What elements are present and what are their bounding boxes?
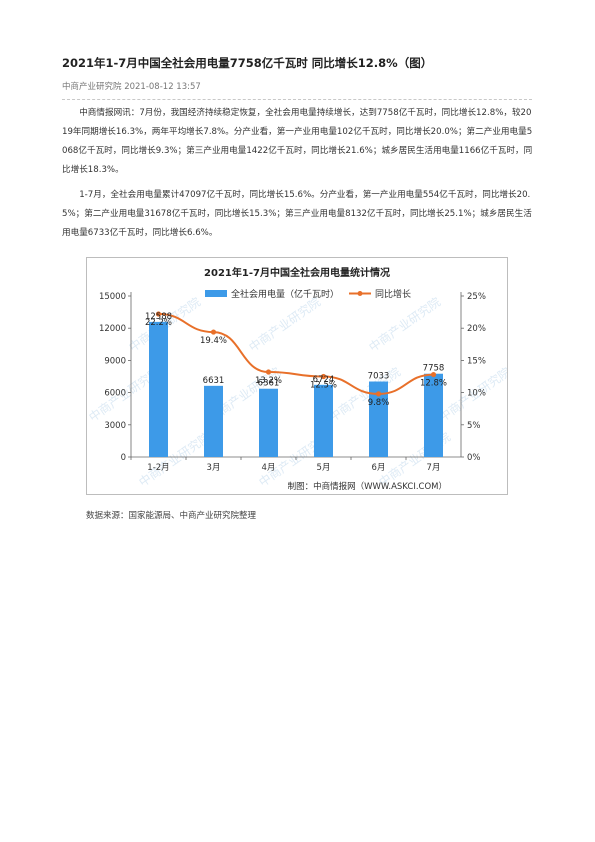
- y-tick-label-left: 12000: [99, 324, 126, 334]
- watermark-text: 中商产业研究院: [326, 364, 403, 424]
- watermark-text: 中商产业研究院: [136, 429, 213, 489]
- y-tick-label-right: 15%: [467, 356, 486, 366]
- growth-point-1: [155, 311, 162, 317]
- chart-credit: 制图：中商情报网（WWW.ASKCI.COM）: [288, 481, 447, 492]
- x-tick-label: 7月: [427, 463, 441, 473]
- bar-5: [369, 381, 388, 457]
- y-tick-label-left: 6000: [104, 389, 126, 399]
- article-paragraph-2: 1-7月，全社会用电量累计47097亿千瓦时，同比增长15.6%。分产业看，第一…: [62, 190, 532, 238]
- x-tick-label: 6月: [372, 463, 386, 473]
- growth-point-2: [210, 329, 217, 335]
- x-tick-label: 5月: [317, 463, 331, 473]
- bar-1: [149, 321, 168, 457]
- x-tick-label: 1-2月: [147, 463, 169, 473]
- watermark-text: 中商产业研究院: [246, 294, 323, 354]
- growth-value-label: 12.5%: [310, 381, 337, 391]
- chart-axes: 0 3000 6000 9000 12000 15000 0% 5% 10% 15% 20% 25% 1…: [99, 292, 486, 473]
- growth-point-4: [320, 373, 327, 380]
- data-source-note: 数据来源：国家能源局、中商产业研究院整理: [86, 511, 257, 521]
- y-tick-label-right: 10%: [467, 389, 486, 399]
- bar-value-label: 7758: [423, 364, 445, 374]
- y-tick-label-right: 5%: [467, 421, 481, 431]
- growth-line-path: [158, 313, 434, 395]
- y-tick-label-left: 0: [121, 453, 126, 463]
- growth-value-label: 22.2%: [145, 318, 172, 328]
- x-tick-label: 4月: [262, 463, 276, 473]
- y-tick-label-right: 25%: [467, 292, 486, 302]
- bar-2: [204, 385, 223, 457]
- legend-line-label: 同比增长: [375, 288, 411, 300]
- y-tick-label-left: 9000: [104, 356, 126, 366]
- chart-growth-line: [155, 311, 437, 397]
- bar-3: [259, 388, 278, 457]
- bar-value-label: 7033: [368, 372, 390, 382]
- article-meta: 中商产业研究院 2021-08-12 13:57: [62, 82, 201, 92]
- title-divider: [62, 99, 532, 100]
- growth-value-label: 19.4%: [200, 336, 227, 346]
- bar-4: [314, 384, 333, 457]
- growth-point-3: [265, 369, 272, 375]
- y-tick-label-left: 3000: [104, 421, 126, 431]
- bar-value-label: 12588: [145, 312, 172, 322]
- chart-data-labels: 12588 6631 6361 6724 7033 7758 22.2% 19.4% 13.2%…: [145, 312, 447, 408]
- y-tick-label-right: 0%: [467, 453, 481, 463]
- bar-6: [424, 373, 443, 457]
- chart-bars: [149, 321, 443, 457]
- growth-point-5: [375, 391, 382, 397]
- growth-point-6: [430, 371, 437, 378]
- legend-bar-swatch: [205, 290, 227, 297]
- watermark-text: 中商产业研究院: [366, 294, 443, 354]
- chart-legend: 全社会用电量（亿千瓦时） 同比增长: [205, 288, 411, 300]
- growth-value-label: 12.8%: [420, 379, 447, 389]
- bar-value-label: 6631: [203, 376, 225, 386]
- x-tick-label: 3月: [207, 463, 221, 473]
- chart-container: 中商产业研究院 中商产业研究院 中商产业研究院 中商产业研究院 中商产业研究院 中商产业研…: [86, 257, 513, 495]
- growth-value-label: 9.8%: [368, 398, 390, 408]
- growth-value-label: 13.2%: [255, 376, 282, 386]
- article-paragraph-1: 中商情报网讯：7月份，我国经济持续稳定恢复，全社会用电量持续增长，达到7758亿…: [62, 108, 533, 175]
- y-tick-label-right: 20%: [467, 324, 486, 334]
- bar-value-label: 6724: [313, 375, 335, 385]
- legend-bar-label: 全社会用电量（亿千瓦时）: [231, 288, 339, 300]
- y-tick-label-left: 15000: [99, 292, 126, 302]
- article-title: 2021年1-7月中国全社会用电量7758亿千瓦时 同比增长12.8%（图）: [62, 56, 433, 70]
- legend-line-marker: [357, 291, 363, 296]
- chart-title: 2021年1-7月中国全社会用电量统计情况: [204, 266, 390, 279]
- bar-value-label: 6361: [258, 379, 280, 389]
